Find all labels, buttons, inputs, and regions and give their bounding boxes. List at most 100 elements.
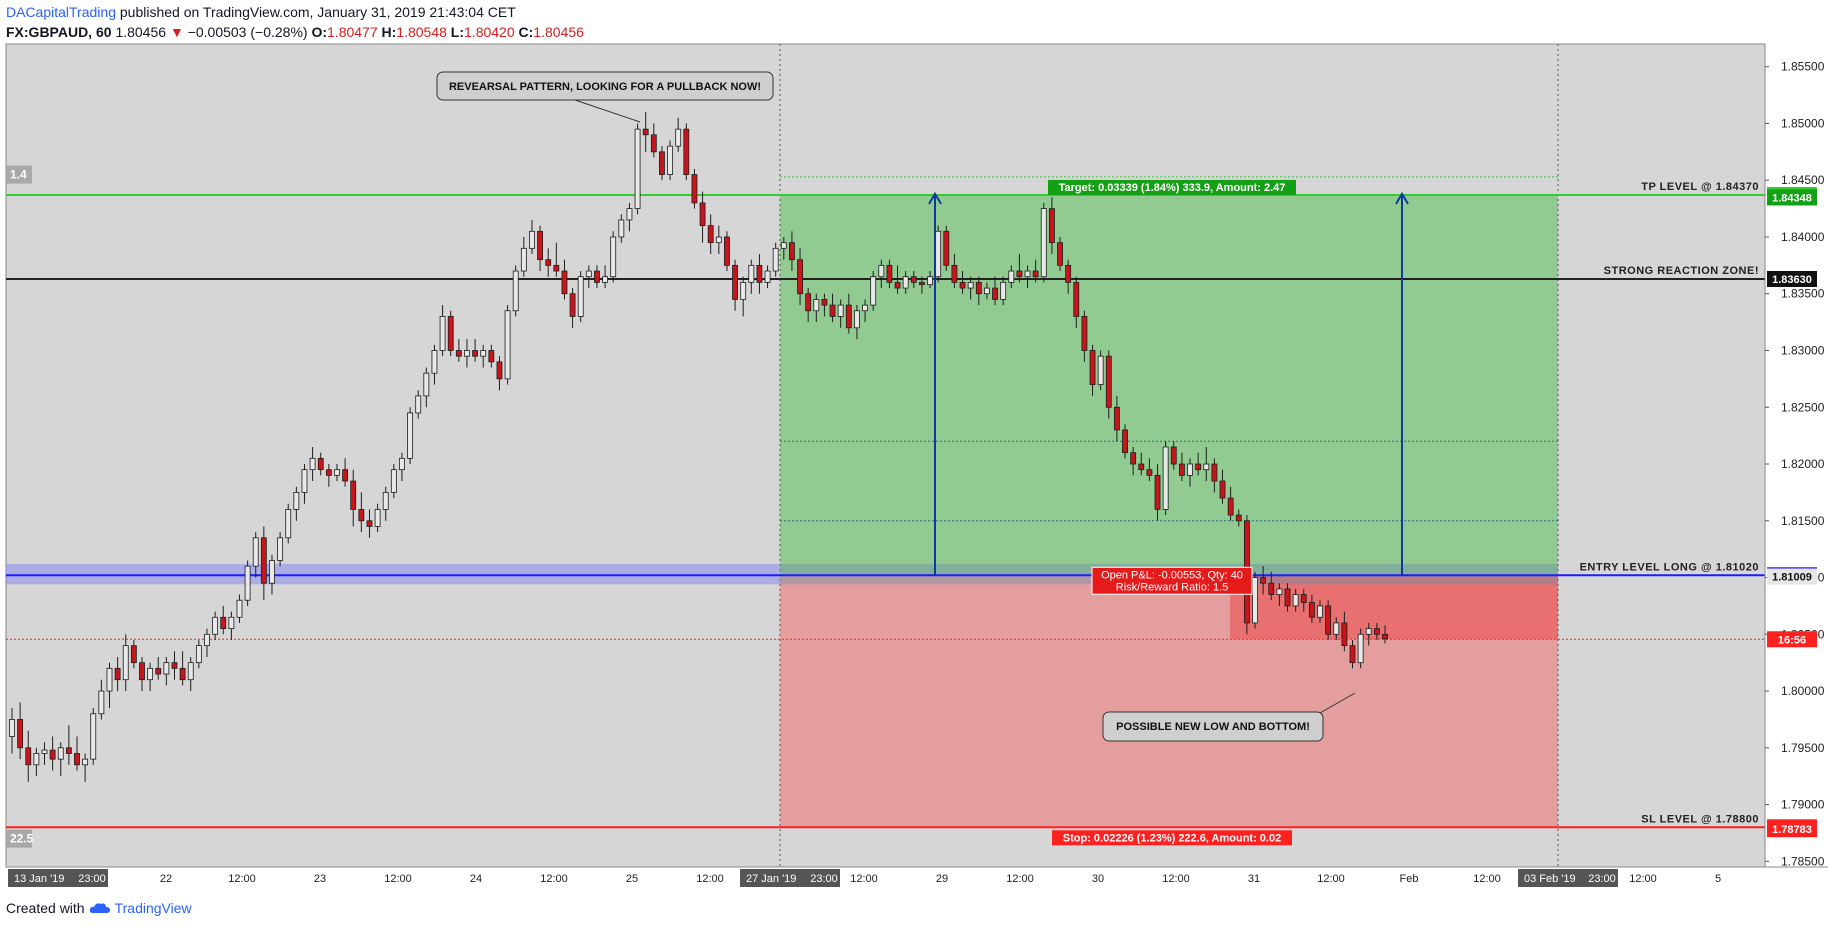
price-badge-text: 1.84348 xyxy=(1772,192,1812,204)
time-axis-highlight: 03 Feb '19 23:00 xyxy=(1518,869,1618,887)
candle-body xyxy=(902,276,909,289)
candle-body xyxy=(1252,577,1258,624)
candle-body xyxy=(805,293,812,312)
time-label: 12:00 xyxy=(540,873,568,885)
time-label: 12:00 xyxy=(1629,873,1657,885)
candle-body xyxy=(667,145,673,175)
candle xyxy=(780,236,787,260)
candle-body xyxy=(472,350,479,357)
candle xyxy=(415,390,422,419)
left-badge: 1.4 xyxy=(6,165,32,184)
candle xyxy=(699,191,706,243)
candle xyxy=(17,702,24,760)
candle-body xyxy=(1203,463,1210,471)
candle-body xyxy=(317,457,324,471)
price-badge: 1.81009 xyxy=(1767,568,1817,585)
pnl-text: Open P&L: -0.00553, Qty: 40 xyxy=(1101,569,1243,581)
candle-body xyxy=(390,469,397,493)
candle-body xyxy=(585,270,592,278)
candle xyxy=(1048,197,1055,255)
candle-body xyxy=(1146,469,1153,476)
candle xyxy=(285,503,292,544)
candle xyxy=(212,611,219,640)
candle-body xyxy=(642,128,649,136)
candle xyxy=(675,117,682,152)
candle xyxy=(1089,344,1096,396)
candle-body xyxy=(236,599,243,618)
candle-body xyxy=(49,749,56,760)
candle-body xyxy=(382,491,389,510)
candle xyxy=(975,276,982,306)
candle xyxy=(1373,622,1380,640)
candle-body xyxy=(1365,628,1372,635)
ohlc-line: FX:GBPAUD, 60 1.80456 ▼ −0.00503 (−0.28%… xyxy=(6,22,1806,42)
candle xyxy=(715,225,722,255)
y-tick-label: 1.85500 xyxy=(1781,60,1825,74)
candle xyxy=(837,299,844,328)
candle-body xyxy=(659,151,665,175)
price-axis xyxy=(1765,44,1828,867)
candle xyxy=(464,339,470,368)
candle-body xyxy=(1317,605,1323,618)
candle xyxy=(317,452,324,476)
candle xyxy=(1235,509,1242,527)
candle xyxy=(204,628,210,657)
candle-body xyxy=(577,276,584,317)
y-tick-label: 1.79000 xyxy=(1781,798,1825,812)
candle xyxy=(854,305,860,340)
candle-body xyxy=(910,276,917,283)
candle xyxy=(537,225,543,272)
profit-zone xyxy=(780,194,1558,576)
level-label: SL LEVEL @ 1.78800 xyxy=(1641,813,1759,825)
time-label: 12:00 xyxy=(1473,873,1501,885)
candle xyxy=(894,265,901,294)
y-tick-label: 1.83500 xyxy=(1781,287,1825,301)
level-label: TP LEVEL @ 1.84370 xyxy=(1641,181,1759,193)
symbol-label[interactable]: FX:GBPAUD, 60 xyxy=(6,24,112,40)
candle-body xyxy=(748,264,755,283)
rr-text: Risk/Reward Ratio: 1.5 xyxy=(1116,581,1229,593)
candle-body xyxy=(504,310,511,380)
candle-body xyxy=(480,350,487,357)
candle xyxy=(1040,202,1047,283)
price-badge: 1.78783 xyxy=(1767,821,1817,838)
candle-body xyxy=(1292,594,1299,607)
price-chart[interactable]: TP LEVEL @ 1.84370 STRONG REACTION ZONE! E… xyxy=(0,0,1828,900)
candle-body xyxy=(293,491,300,510)
candle xyxy=(57,742,64,777)
callout-low: POSSIBLE NEW LOW AND BOTTOM! xyxy=(1102,692,1356,742)
price-badge: 1.83630 xyxy=(1767,270,1817,287)
author-link[interactable]: DACapitalTrading xyxy=(6,4,116,20)
candle-body xyxy=(545,259,552,266)
candle-body xyxy=(951,264,958,283)
tradingview-brand[interactable]: TradingView xyxy=(114,900,192,916)
candle xyxy=(512,265,519,317)
open-value: 1.80477 xyxy=(327,24,378,40)
candle-body xyxy=(1195,463,1202,471)
time-label: 13 Jan '19 xyxy=(14,873,64,885)
close-value: 1.80456 xyxy=(533,24,584,40)
candle xyxy=(951,254,958,289)
candle-body xyxy=(1357,633,1364,664)
candle-body xyxy=(1162,446,1169,510)
candle-body xyxy=(1178,463,1185,476)
candle-body xyxy=(1008,270,1015,283)
time-axis-highlight: 13 Jan '19 23:00 xyxy=(8,869,108,887)
last-price: 1.80456 xyxy=(115,24,167,40)
candle xyxy=(707,214,714,255)
candle xyxy=(195,639,202,669)
open-loss-zone xyxy=(1230,575,1558,640)
candle xyxy=(1130,446,1137,476)
candles xyxy=(9,112,1388,782)
candle-body xyxy=(821,299,828,306)
candle xyxy=(585,265,592,289)
y-tick-label: 1.80000 xyxy=(1781,684,1825,698)
candle-body xyxy=(82,758,89,766)
candle xyxy=(1032,259,1039,283)
y-tick-label: 1.81500 xyxy=(1781,514,1825,528)
time-label-sub: 23:00 xyxy=(810,873,838,885)
candle-body xyxy=(1300,594,1307,603)
candle-body xyxy=(634,128,641,209)
change-down-icon: ▼ xyxy=(169,24,184,40)
candle xyxy=(691,168,698,209)
